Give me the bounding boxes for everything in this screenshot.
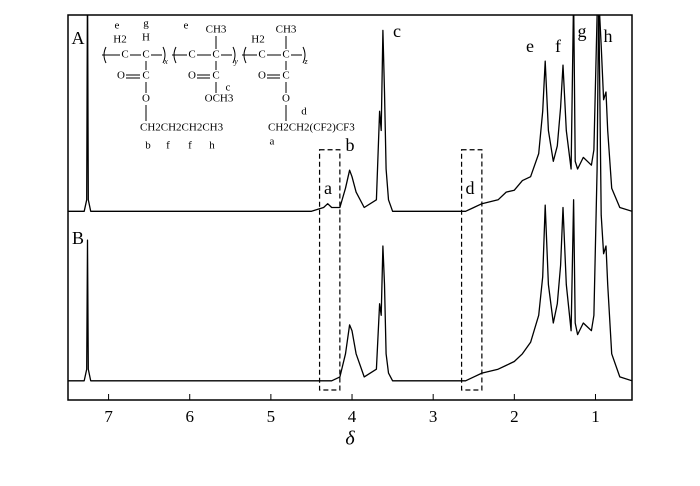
structure-text: O bbox=[117, 70, 125, 82]
peak-label: a bbox=[324, 178, 332, 198]
x-tick-label: 2 bbox=[510, 407, 519, 426]
structure-text: C bbox=[282, 70, 289, 82]
peak-label: b bbox=[346, 135, 355, 155]
x-axis-label: δ bbox=[345, 428, 355, 450]
peak-label: e bbox=[526, 36, 534, 56]
structure-text: C bbox=[212, 49, 219, 61]
structure-text: h bbox=[209, 140, 215, 152]
peak-label: g bbox=[578, 21, 587, 41]
structure-text: C bbox=[258, 49, 265, 61]
peak-label: c bbox=[393, 21, 401, 41]
structure-text: z bbox=[303, 57, 308, 66]
structure-text: C bbox=[142, 70, 149, 82]
structure-text: CH3 bbox=[206, 24, 227, 36]
structure-text: x bbox=[163, 57, 168, 66]
structure-text: c bbox=[226, 82, 231, 94]
structure-text: O bbox=[188, 70, 196, 82]
structure-text: C bbox=[282, 49, 289, 61]
structure-text: H2 bbox=[113, 34, 126, 46]
structure-text: C bbox=[212, 70, 219, 82]
structure-text: CH2CH2CH2CH3 bbox=[140, 122, 224, 134]
x-tick-label: 4 bbox=[348, 407, 357, 426]
series-label: B bbox=[72, 228, 84, 248]
structure-bonds bbox=[102, 36, 306, 121]
spectrum-line bbox=[68, 15, 632, 382]
structure-text: e bbox=[115, 20, 120, 32]
structure: e g e H2 H CH3 H2 CH3 C C C C C C x y z … bbox=[102, 18, 355, 152]
structure-text: a bbox=[270, 136, 275, 148]
structure-text: d bbox=[301, 106, 307, 118]
peak-label: d bbox=[466, 178, 475, 198]
traces bbox=[68, 15, 632, 382]
structure-text: O bbox=[142, 93, 150, 105]
plot-frame bbox=[67, 14, 633, 401]
x-tick-label: 5 bbox=[267, 407, 276, 426]
x-tick-label: 3 bbox=[429, 407, 438, 426]
x-tick-label: 1 bbox=[591, 407, 600, 426]
structure-text: C bbox=[188, 49, 195, 61]
structure-text: C bbox=[121, 49, 128, 61]
structure-text: C bbox=[142, 49, 149, 61]
structure-text: H2 bbox=[251, 34, 264, 46]
spectrum-line bbox=[68, 15, 632, 212]
structure-text: f bbox=[166, 140, 170, 152]
structure-text: g bbox=[143, 18, 149, 30]
structure-text: CH2CH2(CF2)CF3 bbox=[268, 122, 355, 134]
structure-text: e bbox=[184, 20, 189, 32]
structure-text: OCH3 bbox=[205, 93, 234, 105]
highlight-region bbox=[460, 149, 483, 391]
structure-text: O bbox=[258, 70, 266, 82]
x-tick-label: 7 bbox=[104, 407, 113, 426]
structure-text: y bbox=[233, 57, 238, 66]
highlight-region bbox=[318, 149, 341, 391]
structure-text: H bbox=[142, 32, 150, 44]
series-label: A bbox=[72, 28, 85, 48]
structure-text: f bbox=[188, 140, 192, 152]
peak-label: f bbox=[555, 36, 561, 56]
peak-label: h bbox=[604, 26, 613, 46]
x-tick-label: 6 bbox=[185, 407, 194, 426]
structure-text: b bbox=[145, 140, 151, 152]
structure-text: O bbox=[282, 93, 290, 105]
structure-text: CH3 bbox=[276, 24, 297, 36]
